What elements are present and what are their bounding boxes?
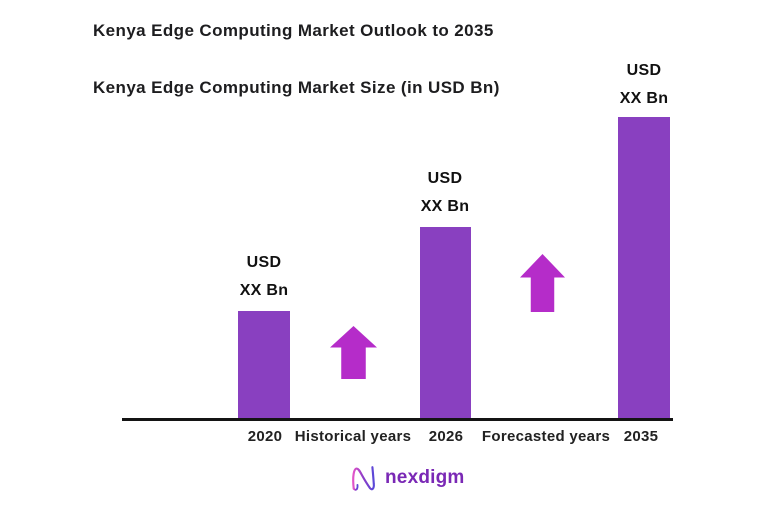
- bar-value-line2: XX Bn: [619, 90, 669, 107]
- brand-logo: nexdigm: [350, 461, 465, 494]
- bar-value-label-2026: USD XX Bn: [390, 165, 500, 221]
- chart-subtitle: Kenya Edge Computing Market Size (in USD…: [93, 78, 500, 97]
- chart-title: Kenya Edge Computing Market Outlook to 2…: [93, 21, 494, 40]
- bar-value-label-2020: USD XX Bn: [209, 249, 319, 305]
- brand-name: nexdigm: [385, 466, 465, 488]
- x-axis-label-2035: 2035: [623, 428, 659, 445]
- growth-arrow-shape: [330, 326, 377, 379]
- x-axis-annotation-forecasted: Forecasted years: [481, 428, 611, 445]
- nexdigm-logo-path: [352, 466, 375, 491]
- bar-2026: [420, 227, 471, 418]
- bar-2020: [238, 311, 290, 418]
- bar-value-line1: USD: [626, 62, 662, 79]
- bar-value-line1: USD: [427, 170, 463, 187]
- bar-2035: [618, 117, 670, 418]
- bar-value-line1: USD: [246, 254, 282, 271]
- nexdigm-logo-icon: [352, 466, 375, 491]
- bar-value-line2: XX Bn: [420, 198, 470, 215]
- bar-value-label-2035: USD XX Bn: [589, 57, 699, 113]
- growth-arrow-icon: [520, 254, 565, 312]
- x-axis-line: [122, 418, 673, 421]
- bar-value-line2: XX Bn: [239, 282, 289, 299]
- nexdigm-logo-path-tail: [352, 484, 359, 491]
- x-axis-label-2020: 2020: [247, 428, 283, 445]
- x-axis-annotation-historical: Historical years: [294, 428, 412, 445]
- growth-arrow-shape: [520, 254, 565, 312]
- x-axis-label-2026: 2026: [428, 428, 464, 445]
- growth-arrow-icon: [330, 326, 377, 379]
